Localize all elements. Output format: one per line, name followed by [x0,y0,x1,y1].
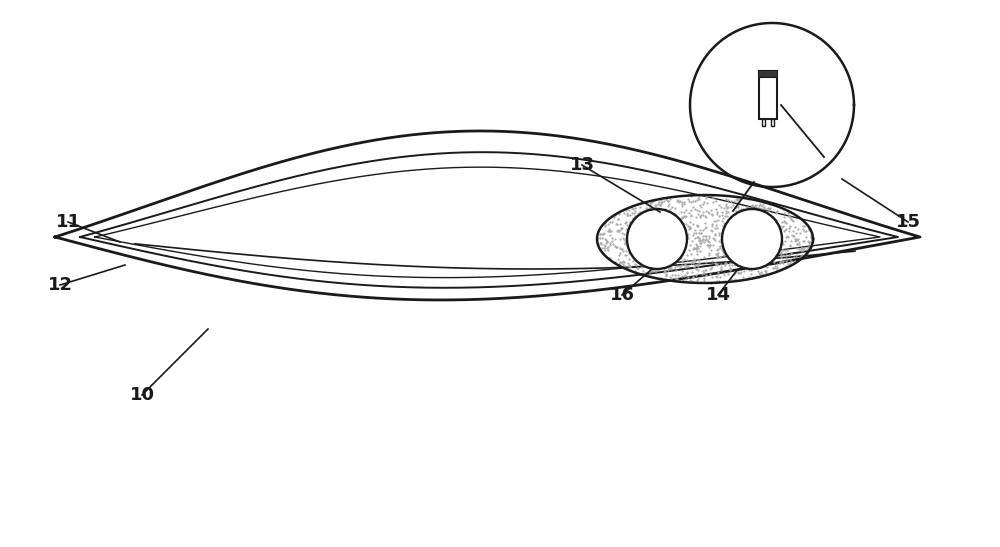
Text: 10: 10 [130,386,154,404]
Bar [759,71,777,119]
Text: 14: 14 [706,286,730,304]
Text: 16: 16 [610,286,635,304]
Circle shape [722,209,782,269]
Circle shape [627,209,687,269]
Text: 13: 13 [570,156,594,174]
Bar [759,71,777,77]
Bar [762,119,765,126]
Bar [771,119,774,126]
Text: 12: 12 [48,276,72,294]
Text: 11: 11 [56,213,80,231]
Text: 15: 15 [896,213,920,231]
